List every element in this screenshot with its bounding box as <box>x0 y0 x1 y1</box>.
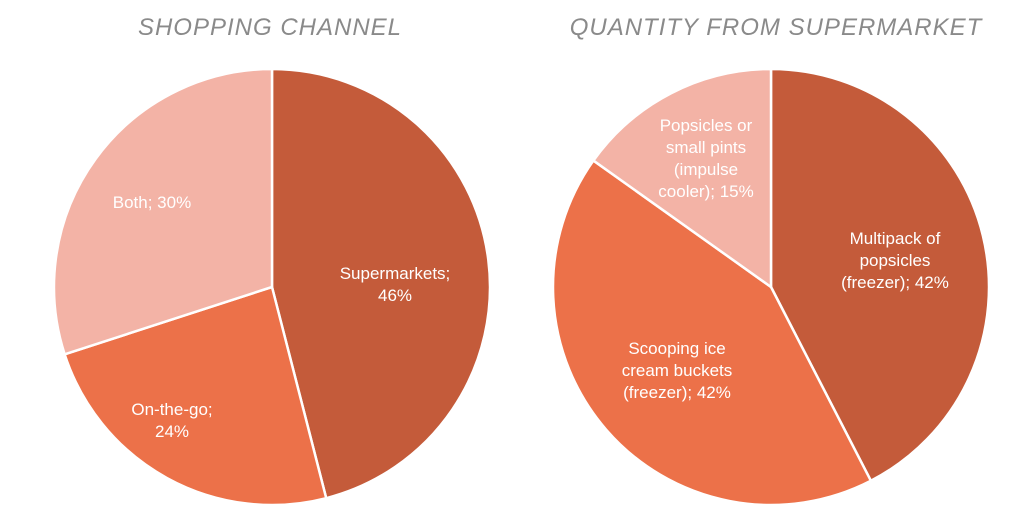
pie2-slice-3-label-line: (impulse <box>674 160 738 179</box>
pie2-slice-3-label: Popsicles or small pints (impulse cooler); … <box>658 116 753 201</box>
pie2-slice-1-label-line: popsicles <box>860 251 931 270</box>
pie1-slice-3-label-line: Both; 30% <box>113 193 191 212</box>
chart-title-quantity-from-supermarket: QUANTITY FROM SUPERMARKET <box>569 14 983 41</box>
pie1-slice-2-label: On-the-go; 24% <box>131 400 212 441</box>
pie2-slice-1-label: Multipack of popsicles (freezer); 42% <box>841 229 949 292</box>
pie2-slice-3-label-line: cooler); 15% <box>658 182 753 201</box>
pie1-slice-2-label-line: On-the-go; <box>131 400 212 419</box>
pie2-slice-1 <box>769 67 991 483</box>
pie1-slice-1-label-line: 46% <box>378 286 412 305</box>
pie1-slice-1-label-line: Supermarkets; <box>340 264 451 283</box>
chart-title-shopping-channel: SHOPPING CHANNEL <box>137 14 403 41</box>
pie2-slice-2-label-line: (freezer); 42% <box>623 383 731 402</box>
pie2-slice-3-label-line: small pints <box>666 138 746 157</box>
pie2-slice-2 <box>551 159 873 507</box>
pie2-slice-2-label: Scooping ice cream buckets (freezer); 42% <box>622 339 733 402</box>
pie1-slice-1 <box>270 67 492 500</box>
pie2-slice-1-label-line: (freezer); 42% <box>841 273 949 292</box>
pie1-slice-3 <box>52 67 274 356</box>
pie2-slice-2-label-line: cream buckets <box>622 361 733 380</box>
pie2-slice-3 <box>592 67 773 289</box>
pie1-slice-2-label-line: 24% <box>155 422 189 441</box>
pie2-slice-2-label-line: Scooping ice <box>628 339 725 358</box>
pie1-slice-2 <box>63 285 328 507</box>
pie1-slice-3-label: Both; 30% <box>113 193 191 212</box>
pie1-slice-1-label: Supermarkets; 46% <box>340 264 451 305</box>
pie2-slice-1-label-line: Multipack of <box>850 229 941 248</box>
pie2-slice-3-label-line: Popsicles or <box>660 116 753 135</box>
